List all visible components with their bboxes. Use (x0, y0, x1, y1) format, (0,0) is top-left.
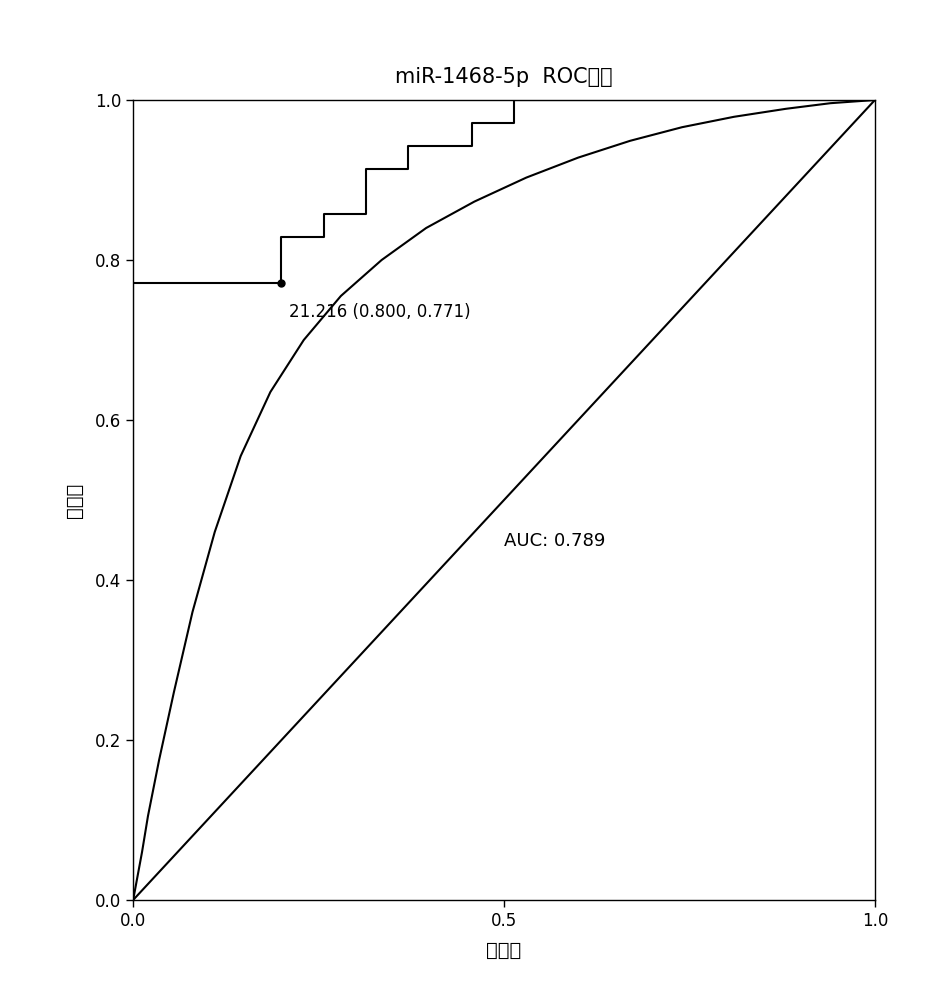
Text: AUC: 0.789: AUC: 0.789 (504, 532, 606, 550)
Text: 21.216 (0.800, 0.771): 21.216 (0.800, 0.771) (289, 303, 471, 321)
X-axis label: 特异性: 特异性 (486, 941, 522, 960)
Y-axis label: 敏感性: 敏感性 (65, 482, 84, 518)
Title: miR-1468-5p  ROC曲线: miR-1468-5p ROC曲线 (396, 67, 612, 87)
